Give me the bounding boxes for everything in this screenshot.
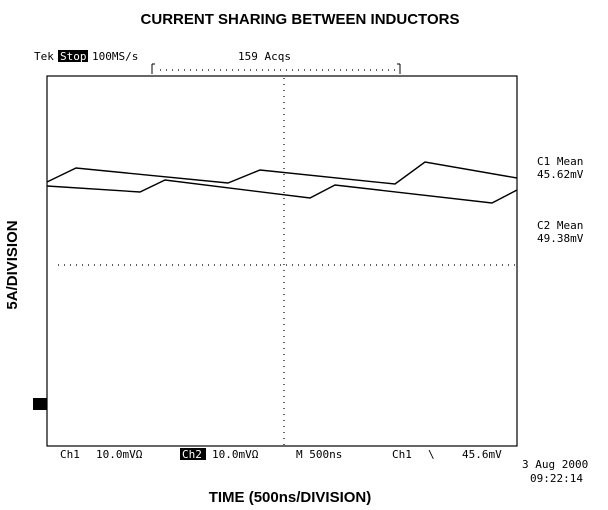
footer-ch1: Ch1: [60, 448, 80, 461]
trace-2: [46, 179, 518, 204]
readout-value: 49.38mV: [537, 232, 584, 245]
state-box: [58, 50, 88, 62]
rate: 100MS/s: [92, 50, 138, 63]
record-bracket: [151, 63, 401, 74]
state: Stop: [60, 50, 87, 63]
ground-marker: [33, 398, 47, 410]
brand: Tek: [34, 50, 54, 63]
footer-ch1-scale: 10.0mVΩ: [96, 448, 143, 461]
footer-trigger-level: 45.6mV: [462, 448, 502, 461]
readout-label: C1 Mean: [537, 155, 583, 168]
title: CURRENT SHARING BETWEEN INDUCTORS: [141, 11, 460, 28]
footer-ch2: Ch2: [182, 448, 202, 461]
y-label: 5A/DIVISION: [4, 220, 21, 309]
footer-trigger-source: Ch1: [392, 448, 412, 461]
time: 09:22:14: [530, 472, 583, 485]
ch2-box: [180, 448, 206, 460]
trace-1: [46, 161, 518, 185]
date: 3 Aug 2000: [522, 458, 588, 471]
readout-label: C2 Mean: [537, 219, 583, 232]
screen-frame: [46, 75, 518, 447]
acqs: 159 Acqs: [238, 50, 291, 63]
readout-value: 45.62mV: [537, 168, 584, 181]
footer-ch2-scale: 10.0mVΩ: [212, 448, 259, 461]
footer-timebase: M 500ns: [296, 448, 342, 461]
x-label: TIME (500ns/DIVISION): [209, 489, 372, 506]
footer-trigger-slope: \: [428, 448, 435, 461]
